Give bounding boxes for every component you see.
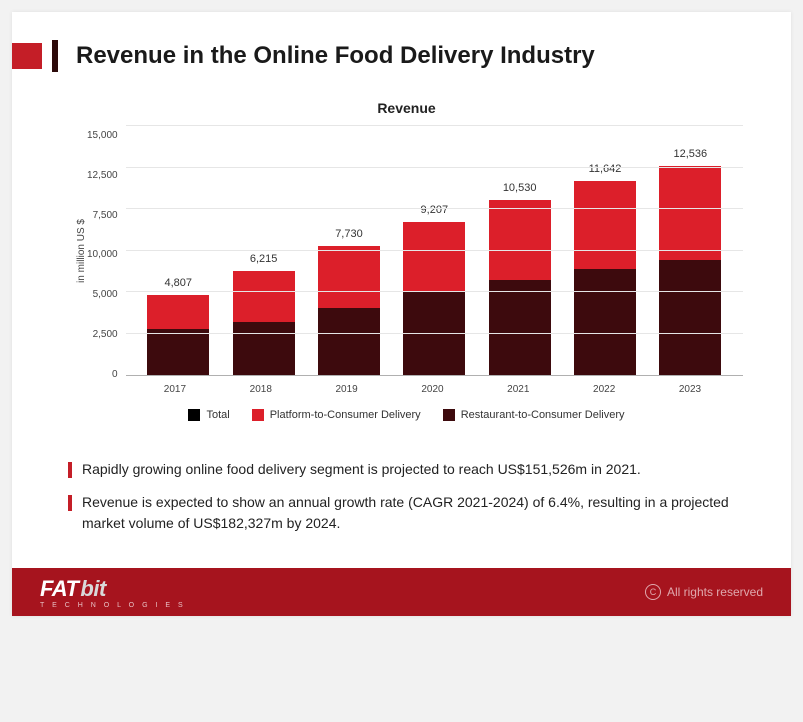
bar-value-label: 6,215: [233, 253, 295, 265]
bullet-marker: [68, 462, 72, 478]
bar-segment-platform: [574, 181, 636, 269]
y-axis-label: in million US $: [70, 219, 87, 283]
legend-label: Restaurant-to-Consumer Delivery: [461, 409, 625, 421]
bar-group: 7,730: [318, 246, 380, 375]
y-tick-label: 0: [87, 369, 118, 380]
plot-area: 4,807 6,215 7,730 9,207 10,530 11,642 12,536: [126, 126, 743, 376]
legend-item: Restaurant-to-Consumer Delivery: [443, 409, 625, 421]
infographic-card: Revenue in the Online Food Delivery Indu…: [12, 12, 791, 616]
title-row: Revenue in the Online Food Delivery Indu…: [12, 12, 791, 82]
gridline: [126, 125, 743, 126]
bar-value-label: 10,530: [489, 182, 551, 194]
x-tick-label: 2019: [316, 384, 378, 395]
x-tick-label: 2022: [573, 384, 635, 395]
title-accent-bar-primary: [12, 43, 42, 69]
bar-segment-platform: [147, 295, 209, 329]
footer: FATbit T E C H N O L O G I E S C All rig…: [12, 568, 791, 616]
copyright-icon: C: [645, 584, 661, 600]
x-tick-label: 2017: [144, 384, 206, 395]
bar-segment-restaurant: [659, 260, 721, 375]
legend-label: Total: [206, 409, 229, 421]
copyright: C All rights reserved: [645, 584, 763, 600]
bar-value-label: 12,536: [659, 148, 721, 160]
x-axis-ticks: 2017 2018 2019 2020 2021 2022 2023: [122, 376, 743, 395]
x-tick-label: 2023: [659, 384, 721, 395]
legend-swatch: [188, 409, 200, 421]
logo-bit: bit: [80, 576, 105, 602]
logo-subtext: T E C H N O L O G I E S: [40, 602, 186, 609]
gridline: [126, 208, 743, 209]
gridline: [126, 250, 743, 251]
bar-segment-platform: [403, 222, 465, 292]
logo: FATbit T E C H N O L O G I E S: [40, 576, 186, 609]
bar-value-label: 11,642: [574, 163, 636, 175]
y-tick-label: 12,500: [87, 170, 118, 181]
legend-item: Platform-to-Consumer Delivery: [252, 409, 421, 421]
title-accent-bar-secondary: [52, 40, 58, 72]
page-title: Revenue in the Online Food Delivery Indu…: [76, 42, 595, 70]
bar-segment-platform: [489, 200, 551, 281]
gridline: [126, 167, 743, 168]
bullet-text: Revenue is expected to show an annual gr…: [82, 492, 735, 534]
bullet-item: Rapidly growing online food delivery seg…: [68, 459, 735, 480]
bar-segment-platform: [318, 246, 380, 307]
bar-value-label: 4,807: [147, 277, 209, 289]
bar-group: 4,807: [147, 295, 209, 375]
plot-row: in million US $ 15,000 12,500 7,500 10,000 5…: [70, 126, 743, 376]
bar-value-label: 7,730: [318, 228, 380, 240]
bullet-list: Rapidly growing online food delivery seg…: [12, 437, 791, 568]
y-tick-label: 7,500: [87, 210, 118, 221]
bar-group: 9,207: [403, 222, 465, 375]
bar-segment-restaurant: [147, 329, 209, 375]
legend-swatch: [252, 409, 264, 421]
bar-segment-restaurant: [574, 269, 636, 375]
legend-swatch: [443, 409, 455, 421]
bar-segment-restaurant: [489, 280, 551, 375]
bar-group: 10,530: [489, 200, 551, 376]
bullet-marker: [68, 495, 72, 511]
x-tick-label: 2021: [487, 384, 549, 395]
legend-label: Platform-to-Consumer Delivery: [270, 409, 421, 421]
chart-title: Revenue: [70, 100, 743, 116]
bar-group: 11,642: [574, 181, 636, 375]
y-tick-label: 5,000: [87, 289, 118, 300]
x-tick-label: 2018: [230, 384, 292, 395]
y-axis-ticks: 15,00012,5007,50010,0005,0002,5000: [87, 126, 126, 376]
legend: Total Platform-to-Consumer Delivery Restau…: [70, 395, 743, 425]
copyright-text: All rights reserved: [667, 585, 763, 599]
logo-main: FAT: [40, 576, 78, 602]
bullet-item: Revenue is expected to show an annual gr…: [68, 492, 735, 534]
bar-segment-platform: [233, 271, 295, 321]
x-tick-label: 2020: [401, 384, 463, 395]
y-tick-label: 15,000: [87, 130, 118, 141]
bar-value-label: 9,207: [403, 204, 465, 216]
bar-segment-platform: [659, 166, 721, 260]
legend-item: Total: [188, 409, 229, 421]
chart-container: Revenue in million US $ 15,000 12,500 7,50…: [12, 82, 791, 437]
gridline: [126, 333, 743, 334]
bar-segment-restaurant: [318, 308, 380, 376]
bar-segment-restaurant: [233, 322, 295, 375]
bars-layer: 4,807 6,215 7,730 9,207 10,530 11,642 12,536: [126, 126, 743, 375]
bar-group: 6,215: [233, 271, 295, 375]
bar-group: 12,536: [659, 166, 721, 375]
gridline: [126, 291, 743, 292]
y-tick-label: 2,500: [87, 329, 118, 340]
y-tick-label: 10,000: [87, 249, 118, 260]
bullet-text: Rapidly growing online food delivery seg…: [82, 459, 641, 480]
